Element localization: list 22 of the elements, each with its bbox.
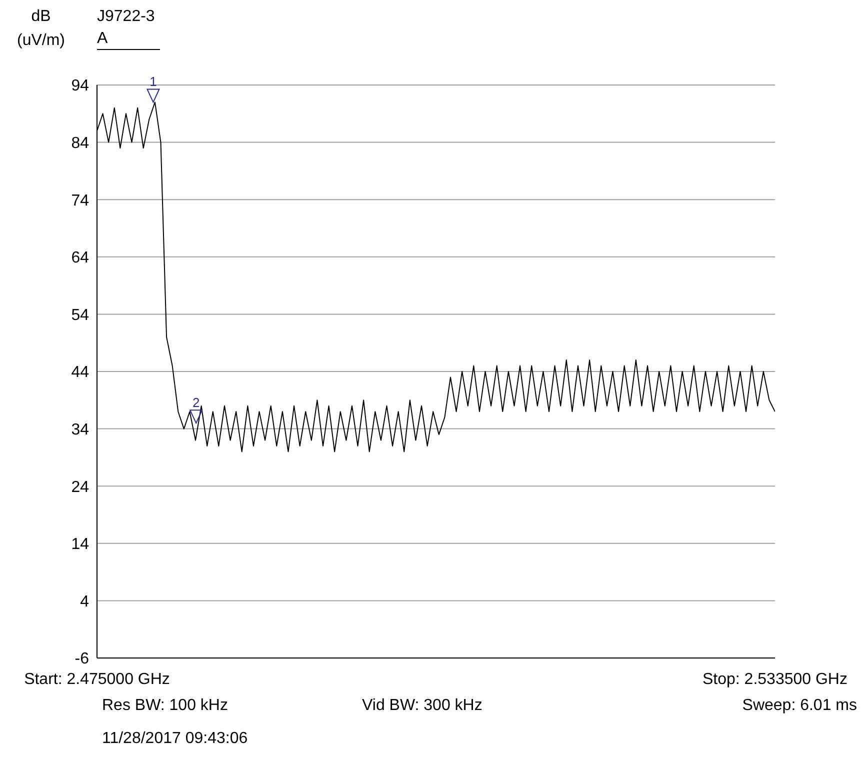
y-tick-label: 34	[71, 421, 90, 438]
y-tick-label: 44	[71, 364, 90, 382]
y-tick-label: 4	[80, 593, 90, 610]
x-tick-label: Stop: 2.533500 GHz	[702, 671, 848, 688]
annotation: 2	[192, 395, 200, 410]
text: 11/28/2017 09:43:06	[102, 729, 248, 749]
text: A	[97, 29, 109, 49]
y-tick-label: 94	[71, 78, 90, 95]
y-axis-title: dB (uV/m)	[16, 7, 66, 51]
annotation: 1	[150, 74, 157, 90]
y-tick-label: 14	[71, 536, 90, 554]
text: Sweep: 6.01 ms	[742, 696, 857, 716]
y-tick-label: 64	[71, 250, 90, 267]
chart-title: J9722-3	[97, 7, 155, 27]
y-tick-label: -6	[74, 650, 90, 668]
text: Res BW: 100 kHz	[102, 696, 228, 716]
x-tick-label: Start: 2.475000 GHz	[24, 671, 170, 688]
y-tick-label: 84	[71, 134, 90, 152]
y-tick-label: 54	[71, 306, 90, 324]
y-tick-label: 74	[71, 192, 90, 210]
y-tick-label: 24	[71, 478, 90, 496]
text: Vid BW: 300 kHz	[362, 696, 482, 716]
